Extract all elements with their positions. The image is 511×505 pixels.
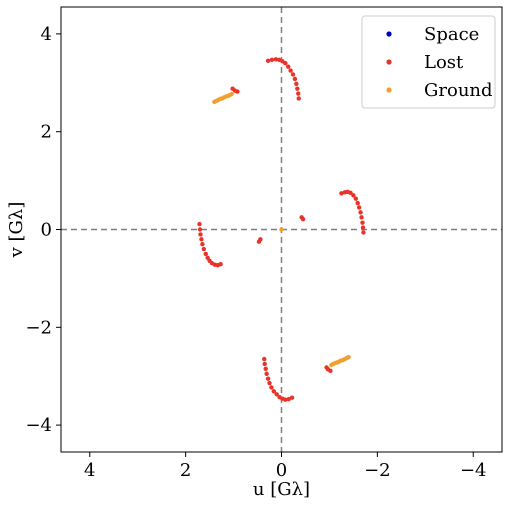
lost-point	[235, 89, 240, 94]
y-tick-label: 4	[41, 24, 52, 45]
ground-point	[279, 227, 284, 232]
plot-frame	[60, 6, 503, 453]
lost-point	[286, 396, 291, 402]
series-ground	[212, 91, 351, 368]
lost-point	[288, 68, 293, 73]
y-tick-label: 2	[41, 122, 52, 143]
lost-point	[289, 395, 295, 400]
x-axis-label: u [Gλ]	[253, 479, 310, 500]
lost-point	[273, 57, 278, 62]
lost-point	[201, 246, 207, 252]
lost-point	[203, 251, 208, 257]
lost-point	[200, 241, 205, 247]
lost-point	[296, 96, 301, 101]
lost-point	[328, 368, 333, 374]
lost-point	[256, 239, 262, 244]
ground-point	[346, 354, 351, 360]
lost-point	[271, 389, 277, 394]
x-tick-label: 4	[84, 460, 95, 481]
y-tick-label: −4	[25, 415, 52, 436]
lost-point	[262, 356, 267, 362]
lost-point	[348, 190, 353, 196]
legend-box	[361, 15, 496, 109]
lost-point	[358, 210, 363, 215]
lost-point	[276, 57, 282, 63]
lost-point	[351, 193, 356, 198]
lost-point	[356, 205, 362, 210]
lost-point	[361, 230, 366, 235]
lost-point	[265, 58, 271, 63]
lost-point	[286, 64, 291, 69]
y-tick-label: −2	[25, 317, 52, 338]
axis-ticks: 4 2 0 −2 −4 −4 −2 0 2 4	[25, 24, 486, 481]
y-tick-label: 0	[41, 220, 52, 241]
x-tick-label: 0	[276, 460, 287, 481]
lost-point	[197, 221, 202, 227]
legend-marker-lost	[386, 59, 392, 65]
y-axis-label: v [Gλ]	[6, 202, 27, 259]
lost-point	[267, 380, 272, 386]
lost-point	[283, 61, 288, 66]
lost-point	[290, 72, 296, 77]
lost-point	[274, 392, 279, 397]
lost-point	[360, 225, 366, 230]
x-tick-label: 2	[180, 460, 191, 481]
lost-point	[269, 57, 275, 63]
series-lost	[197, 57, 366, 402]
legend-label-ground: Ground	[424, 80, 493, 101]
lost-point	[218, 262, 223, 267]
lost-point	[353, 196, 358, 201]
lost-point	[283, 397, 288, 402]
lost-point	[295, 86, 300, 91]
lost-point	[265, 376, 271, 381]
lost-point	[197, 227, 203, 232]
legend-label-space: Space	[424, 24, 479, 45]
legend-marker-ground	[386, 87, 392, 93]
lost-point	[359, 215, 364, 220]
lost-point	[264, 371, 269, 376]
legend-marker-space	[386, 31, 392, 37]
lost-point	[360, 220, 365, 225]
lost-point	[294, 81, 299, 86]
lost-point	[269, 385, 274, 390]
data-points	[197, 57, 366, 402]
ground-point	[229, 91, 234, 97]
lost-point	[199, 237, 204, 242]
lost-point	[296, 91, 301, 96]
x-tick-label: −2	[364, 460, 391, 481]
lost-point	[339, 191, 344, 196]
lost-point	[262, 361, 267, 367]
lost-point	[355, 200, 360, 206]
lost-point	[263, 366, 268, 372]
x-tick-label: −4	[460, 460, 487, 481]
lost-point	[292, 76, 298, 82]
lost-point	[198, 232, 203, 237]
legend: Space Lost Ground	[361, 15, 496, 109]
lost-point	[300, 217, 306, 222]
legend-label-lost: Lost	[424, 52, 464, 73]
